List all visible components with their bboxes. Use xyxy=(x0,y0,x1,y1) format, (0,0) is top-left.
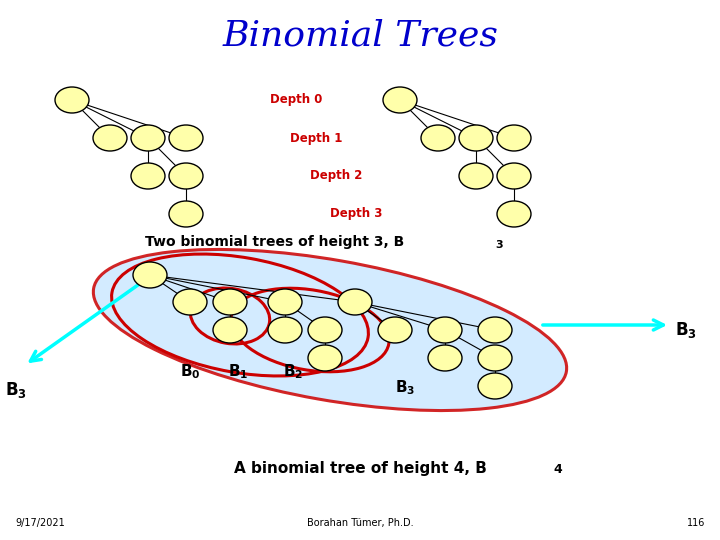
Ellipse shape xyxy=(213,289,247,315)
Ellipse shape xyxy=(133,262,167,288)
Ellipse shape xyxy=(497,201,531,227)
Text: 4: 4 xyxy=(553,463,562,476)
Ellipse shape xyxy=(428,345,462,371)
Ellipse shape xyxy=(169,201,203,227)
Text: $\mathbf{B_3}$: $\mathbf{B_3}$ xyxy=(5,380,27,400)
Ellipse shape xyxy=(338,289,372,315)
Text: Binomial Trees: Binomial Trees xyxy=(222,18,498,52)
Ellipse shape xyxy=(478,373,512,399)
Text: 3: 3 xyxy=(495,240,503,250)
Text: Depth 1: Depth 1 xyxy=(290,132,343,145)
Text: 9/17/2021: 9/17/2021 xyxy=(15,518,65,528)
Text: $\mathbf{B_0}$: $\mathbf{B_0}$ xyxy=(180,363,200,381)
Ellipse shape xyxy=(131,163,165,189)
Ellipse shape xyxy=(169,125,203,151)
Text: Depth 2: Depth 2 xyxy=(310,170,362,183)
Text: $\mathbf{B_2}$: $\mathbf{B_2}$ xyxy=(283,363,303,381)
Ellipse shape xyxy=(308,317,342,343)
Ellipse shape xyxy=(497,163,531,189)
Ellipse shape xyxy=(308,345,342,371)
Text: $\mathbf{B_3}$: $\mathbf{B_3}$ xyxy=(395,379,415,397)
Ellipse shape xyxy=(459,163,493,189)
Ellipse shape xyxy=(268,317,302,343)
Ellipse shape xyxy=(131,125,165,151)
Text: 116: 116 xyxy=(687,518,705,528)
Ellipse shape xyxy=(478,345,512,371)
Ellipse shape xyxy=(94,249,567,410)
Text: Depth 0: Depth 0 xyxy=(270,93,323,106)
Ellipse shape xyxy=(268,289,302,315)
Text: $\mathbf{B_3}$: $\mathbf{B_3}$ xyxy=(675,320,697,340)
Ellipse shape xyxy=(459,125,493,151)
Text: Two binomial trees of height 3, B: Two binomial trees of height 3, B xyxy=(145,235,404,249)
Ellipse shape xyxy=(169,163,203,189)
Text: A binomial tree of height 4, B: A binomial tree of height 4, B xyxy=(233,461,487,476)
Ellipse shape xyxy=(497,125,531,151)
Text: $\mathbf{B_1}$: $\mathbf{B_1}$ xyxy=(228,363,248,381)
Ellipse shape xyxy=(378,317,412,343)
Text: Depth 3: Depth 3 xyxy=(330,207,382,220)
Ellipse shape xyxy=(428,317,462,343)
Ellipse shape xyxy=(213,317,247,343)
Ellipse shape xyxy=(421,125,455,151)
Ellipse shape xyxy=(173,289,207,315)
Text: Borahan Tümer, Ph.D.: Borahan Tümer, Ph.D. xyxy=(307,518,413,528)
Ellipse shape xyxy=(93,125,127,151)
Ellipse shape xyxy=(55,87,89,113)
Ellipse shape xyxy=(383,87,417,113)
Ellipse shape xyxy=(478,317,512,343)
